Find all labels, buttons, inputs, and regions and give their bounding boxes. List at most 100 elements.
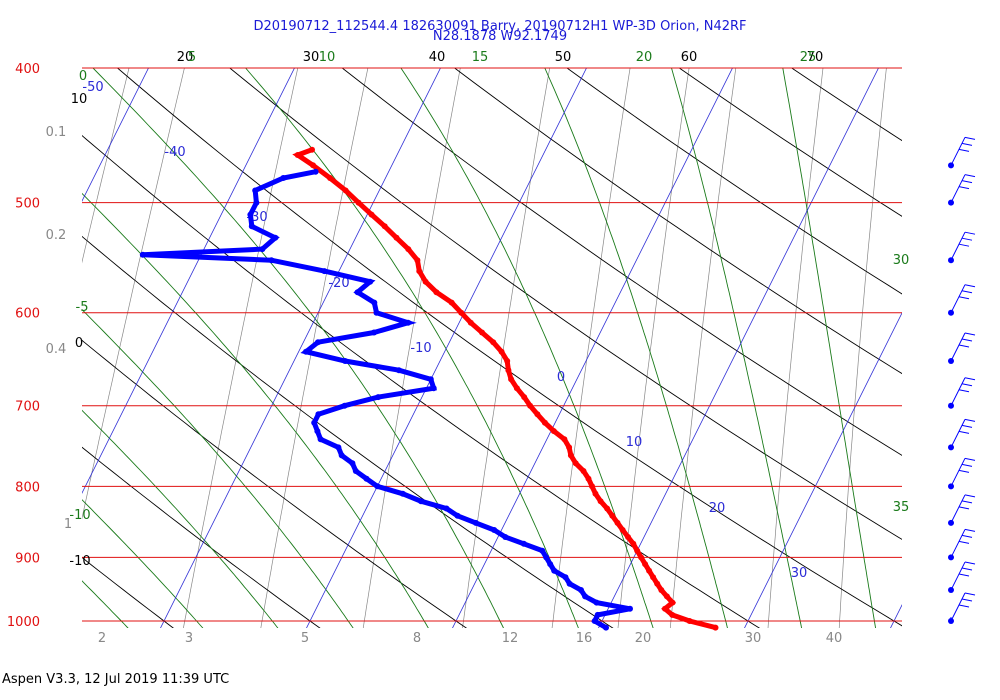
moist-adiabat-label: 25 xyxy=(800,50,817,65)
dry-adiabat xyxy=(678,68,902,217)
dewpoint-point xyxy=(259,246,266,253)
temperature-point xyxy=(585,475,592,482)
isotherm-label: 20 xyxy=(709,501,726,516)
dewpoint-point xyxy=(317,436,324,443)
wind-barb xyxy=(948,528,976,561)
bottom-tick-label: 5 xyxy=(301,631,309,646)
isotherm-line xyxy=(82,68,295,494)
wind-barb xyxy=(948,136,976,169)
wind-barb-staff xyxy=(950,419,966,448)
mixing-ratio-label: 0.4 xyxy=(46,342,67,357)
dry-adiabat xyxy=(82,556,174,628)
dry-adiabat xyxy=(82,134,761,628)
temperature-point xyxy=(609,512,616,519)
moist-adiabat xyxy=(82,580,129,628)
wind-barb-feather xyxy=(964,494,976,498)
chart-subtitle: N28.1878 W92.1749 xyxy=(432,29,568,44)
isotherm-line xyxy=(306,68,587,628)
moist-adiabat xyxy=(82,192,429,628)
dewpoint-point xyxy=(272,234,279,241)
mixing-ratio-lines xyxy=(82,37,980,650)
wind-barb-feather xyxy=(964,592,976,596)
dewpoint-point xyxy=(562,574,569,581)
temperature-point xyxy=(368,211,375,218)
wind-barb-staff xyxy=(950,529,966,558)
temperature-point xyxy=(625,534,631,540)
mixing-ratio-line xyxy=(941,37,980,650)
dewpoint-point xyxy=(321,268,328,275)
wind-barb-feather xyxy=(958,604,970,608)
temperature-point xyxy=(527,402,534,409)
dewpoint-point xyxy=(593,599,600,606)
dewpoint-point xyxy=(139,251,146,258)
temperature-point xyxy=(580,468,587,474)
temperature-point xyxy=(619,527,626,533)
temperature-point xyxy=(327,175,333,181)
dry-adiabat xyxy=(229,68,902,540)
mixing-ratio-line xyxy=(669,68,737,628)
dry-adiabat xyxy=(453,68,902,375)
dry-adiabat xyxy=(857,37,1000,650)
dewpoint-point xyxy=(427,376,434,383)
dry-adiabat xyxy=(968,37,1000,650)
wind-barb-feather xyxy=(964,457,976,461)
wind-barb-feather xyxy=(961,383,973,387)
moist-adiabat-label: 20 xyxy=(636,50,653,65)
wind-barb-staff xyxy=(950,332,966,362)
dewpoint-point xyxy=(371,329,377,336)
pressure-tick-label: 500 xyxy=(15,197,40,212)
wind-barb-feather xyxy=(961,534,973,538)
temperature-point xyxy=(592,490,599,497)
bottom-tick-label: 20 xyxy=(635,631,652,646)
temperature-point xyxy=(508,376,515,383)
dewpoint-point xyxy=(280,175,287,181)
temperature-point xyxy=(638,554,645,561)
dewpoint-point xyxy=(252,187,259,194)
dry-adiabat xyxy=(790,68,902,142)
dewpoint-point xyxy=(253,199,260,206)
wind-barb xyxy=(948,418,976,451)
dewpoint-point xyxy=(594,611,601,618)
dewpoint-point xyxy=(454,512,461,519)
wind-barb-staff xyxy=(950,592,966,622)
pressure-tick-label: 700 xyxy=(15,400,40,415)
dewpoint-point xyxy=(349,460,356,467)
moist-adiabat-label: -10 xyxy=(69,508,90,523)
wind-barb-feather xyxy=(958,540,970,544)
wind-barb-feather xyxy=(958,344,970,348)
temperature-point xyxy=(650,574,657,581)
isotherm-label: -20 xyxy=(328,276,349,291)
wind-barb xyxy=(948,494,976,526)
wind-barb xyxy=(948,561,976,594)
dry-adiabat-label: 10 xyxy=(71,92,88,107)
dry-adiabat xyxy=(82,235,614,628)
mixing-ratio-line xyxy=(462,68,551,628)
temperature-point xyxy=(686,618,693,624)
dewpoint-point xyxy=(627,605,633,612)
dry-adiabats xyxy=(82,37,1000,650)
isotherm-line xyxy=(82,68,149,202)
wind-barb-feather xyxy=(958,296,970,300)
moist-adiabat-label: 30 xyxy=(893,253,910,268)
dewpoint-point xyxy=(443,505,450,512)
dewpoint-point xyxy=(551,567,558,574)
mixing-ratio-line xyxy=(260,68,369,628)
temperature-point xyxy=(414,257,421,264)
mixing-ratio-line xyxy=(82,68,130,264)
dewpoint-point xyxy=(303,348,309,355)
temperature-point xyxy=(654,580,661,587)
bottom-tick-label: 40 xyxy=(826,631,843,646)
dry-adiabat-label: 60 xyxy=(681,50,698,65)
dewpoint-point xyxy=(543,554,550,561)
temperature-point xyxy=(498,348,505,355)
dewpoint-point xyxy=(314,428,321,435)
dewpoint-point xyxy=(520,540,527,547)
wind-barb-staff xyxy=(950,174,966,203)
wind-barb xyxy=(948,174,976,206)
temperature-point xyxy=(448,299,455,306)
dewpoint-point xyxy=(248,223,255,230)
bottom-tick-label: 2 xyxy=(98,631,106,646)
wind-barb-staff xyxy=(950,231,966,261)
chart-title: D20190712_112544.4 182630091 Barry, 2019… xyxy=(253,19,747,34)
